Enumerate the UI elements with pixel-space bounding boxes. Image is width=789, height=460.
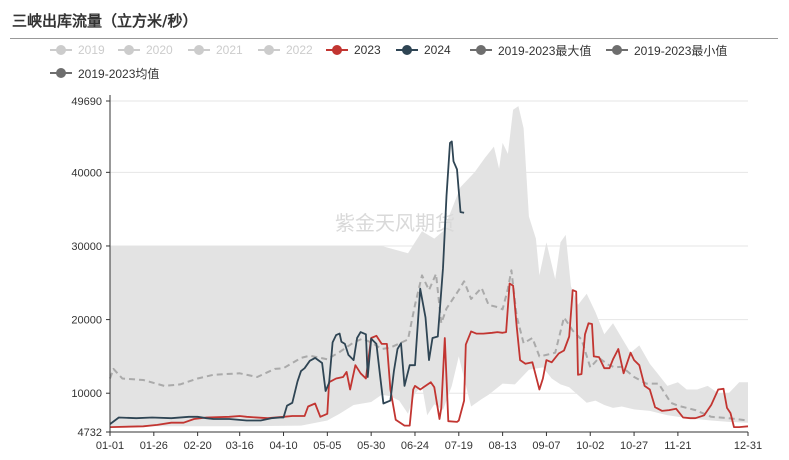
x-tick-label: 02-20 — [184, 440, 212, 452]
series-2024 — [109, 140, 465, 425]
x-tick-label: 05-05 — [313, 440, 341, 452]
legend-swatch-icon — [50, 65, 72, 81]
x-tick-label: 06-24 — [401, 440, 429, 452]
legend-swatch-icon — [50, 42, 72, 58]
legend-label: 2019-2023最大值 — [498, 43, 592, 58]
axes: 4732 10000 20000 30000 40000 49690 01-01 01-26 0… — [71, 95, 762, 452]
legend-item-2019-2023最小值[interactable]: 2019-2023最小值 — [606, 42, 727, 58]
legend-swatch-icon — [326, 42, 348, 58]
legend-label: 2022 — [286, 43, 313, 57]
x-tick-label: 11-21 — [664, 440, 691, 452]
series-2023 — [109, 282, 749, 428]
range-band — [110, 106, 748, 427]
x-tick-label: 10-27 — [620, 440, 648, 452]
legend-item-2020[interactable]: 2020 — [118, 42, 173, 58]
y-tick-label: 4732 — [78, 427, 102, 439]
legend-swatch-icon — [188, 42, 210, 58]
legend-swatch-icon — [606, 42, 628, 58]
y-tick-label: 10000 — [71, 388, 102, 400]
legend-item-2019-2023最大值[interactable]: 2019-2023最大值 — [470, 42, 591, 58]
legend-swatch-icon — [118, 42, 140, 58]
legend-swatch-icon — [396, 42, 418, 58]
legend-label: 2019-2023最小值 — [634, 43, 728, 58]
x-tick-label: 03-16 — [226, 440, 254, 452]
y-tick-label: 30000 — [71, 241, 102, 253]
y-tick-label: 49690 — [71, 96, 102, 108]
legend-label: 2024 — [424, 43, 451, 57]
legend-label: 2023 — [354, 43, 381, 57]
x-tick-label: 07-19 — [445, 440, 473, 452]
series-lines — [109, 140, 749, 428]
legend-label: 2019-2023均值 — [78, 66, 160, 81]
y-tick-label: 40000 — [71, 167, 102, 179]
x-tick-label: 10-02 — [576, 440, 604, 452]
y-tick-label: 20000 — [71, 315, 102, 327]
legend-swatch-icon — [470, 42, 492, 58]
legend-item-2019[interactable]: 2019 — [50, 42, 105, 58]
title-divider — [10, 38, 778, 39]
x-tick-label: 01-26 — [140, 440, 168, 452]
x-tick-label: 08-13 — [489, 440, 517, 452]
x-tick-label: 04-10 — [269, 440, 297, 452]
x-tick-label: 05-30 — [357, 440, 385, 452]
legend-item-2023[interactable]: 2023 — [326, 42, 381, 58]
legend-item-2021[interactable]: 2021 — [188, 42, 243, 58]
watermark: 紫金天风期货 — [335, 211, 455, 235]
band-max-min — [110, 106, 748, 427]
x-tick-label: 12-31 — [734, 440, 762, 452]
legend-swatch-icon — [258, 42, 280, 58]
chart-title: 三峡出库流量（立方米/秒） — [12, 12, 198, 30]
x-tick-label: 01-01 — [96, 440, 124, 452]
legend-item-2022[interactable]: 2022 — [258, 42, 313, 58]
legend-label: 2019 — [78, 43, 105, 57]
legend-label: 2021 — [216, 43, 243, 57]
legend-label: 2020 — [146, 43, 173, 57]
legend-item-2019-2023均值[interactable]: 2019-2023均值 — [50, 65, 159, 81]
x-tick-label: 09-07 — [532, 440, 560, 452]
legend-item-2024[interactable]: 2024 — [396, 42, 451, 58]
